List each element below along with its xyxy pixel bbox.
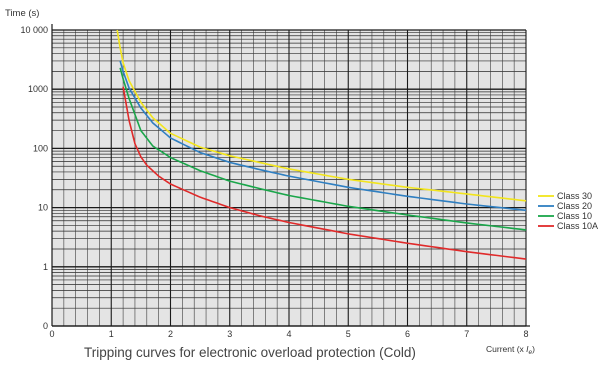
x-axis-label: Current (x Ie) [486, 344, 535, 356]
x-axis-label-suffix: ) [532, 344, 535, 354]
legend-label: Class 10 [557, 211, 592, 221]
y-tick-label: 1000 [28, 84, 48, 94]
axes [51, 24, 530, 327]
y-tick-label: 10 [38, 203, 48, 213]
legend-label: Class 20 [557, 201, 592, 211]
chart-title: Tripping curves for electronic overload … [84, 345, 416, 360]
x-tick-label: 1 [109, 329, 114, 339]
x-axis-label-var: I [526, 344, 529, 354]
series-line-class-30 [116, 29, 527, 202]
series-line-class-10a [122, 86, 527, 260]
x-tick-label: 5 [346, 329, 351, 339]
series-line-class-20 [119, 60, 527, 212]
y-tick-label: 1 [43, 262, 48, 272]
x-tick-label: 0 [49, 329, 54, 339]
legend-label: Class 30 [557, 191, 592, 201]
series-line-class-10 [119, 67, 527, 231]
y-axis-label: Time (s) [5, 8, 39, 19]
x-tick-label: 2 [168, 329, 173, 339]
x-axis-label-sub: e [529, 349, 533, 356]
y-tick-label: 100 [33, 143, 48, 153]
x-tick-label: 8 [523, 329, 528, 339]
curves [116, 29, 527, 260]
grid-major [52, 29, 526, 327]
x-tick-labels: 0 1 2 3 4 5 6 7 8 [49, 329, 528, 339]
x-tick-label: 7 [464, 329, 469, 339]
x-tick-label: 3 [227, 329, 232, 339]
y-tick-label: 10 000 [20, 25, 48, 35]
legend-label: Class 10A [557, 221, 598, 231]
x-axis-label-prefix: Current (x [486, 344, 526, 354]
x-tick-label: 4 [286, 329, 291, 339]
y-tick-label: 0 [43, 321, 48, 331]
x-tick-label: 6 [405, 329, 410, 339]
